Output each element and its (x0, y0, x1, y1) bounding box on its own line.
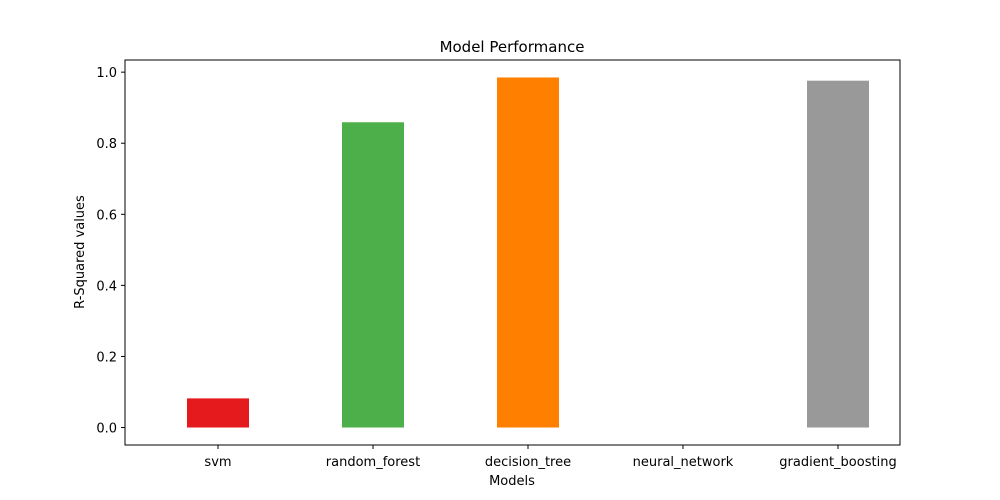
bar-random-forest (342, 122, 404, 428)
x-tick-label: gradient_boosting (779, 455, 896, 470)
chart-title: Model Performance (440, 38, 585, 56)
y-axis-ticks: 0.0 0.2 0.4 0.6 0.8 1.0 (96, 66, 125, 437)
bar-svm (187, 398, 249, 428)
bars-group (187, 77, 869, 428)
y-tick-label: 0.8 (96, 137, 117, 152)
x-tick-label: neural_network (633, 455, 734, 470)
x-tick-label: svm (204, 455, 231, 470)
y-axis-label: R-Squared values (73, 195, 88, 309)
x-axis-label: Models (489, 474, 535, 489)
y-tick-label: 0.2 (96, 350, 117, 365)
x-tick-label: random_forest (326, 455, 420, 470)
y-tick-label: 1.0 (96, 66, 117, 81)
bar-decision-tree (497, 77, 559, 428)
y-tick-label: 0.0 (96, 422, 117, 437)
y-tick-label: 0.6 (96, 208, 117, 223)
bar-gradient-boosting (807, 80, 869, 428)
x-axis-ticks: svm random_forest decision_tree neural_netw… (204, 445, 897, 470)
plot-frame (124, 59, 901, 446)
y-tick-label: 0.4 (96, 279, 117, 294)
x-tick-label: decision_tree (485, 455, 571, 470)
